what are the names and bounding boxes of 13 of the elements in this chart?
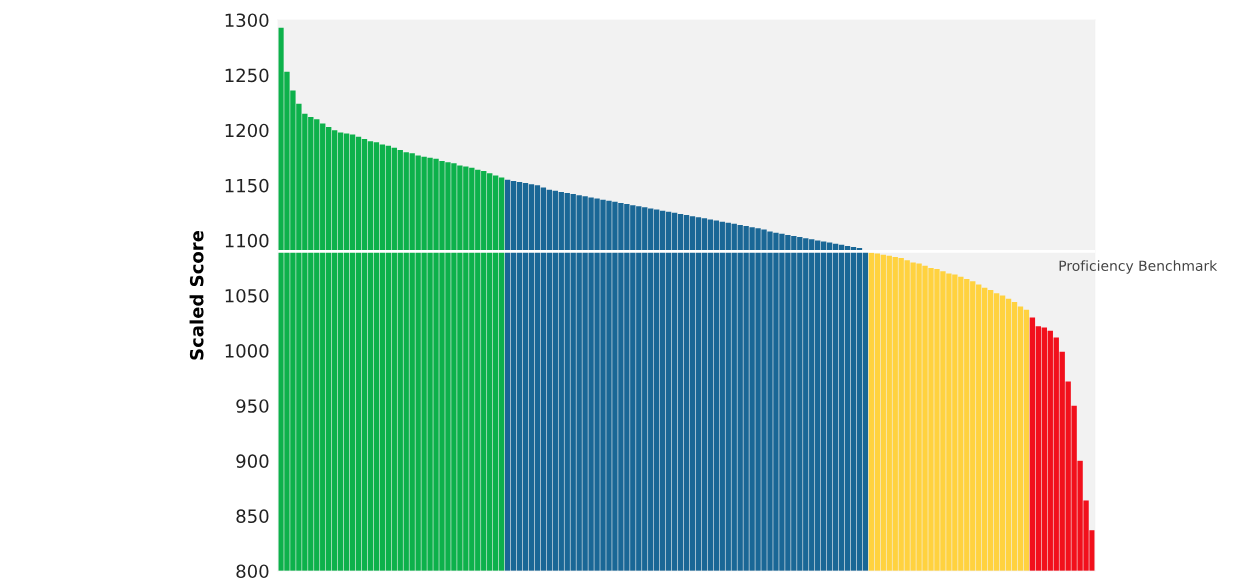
- y-tick-label: 1050: [225, 288, 269, 303]
- y-tick-label: 1100: [225, 233, 269, 248]
- y-tick-label: 1200: [225, 123, 269, 138]
- y-tick-label: 900: [236, 454, 269, 468]
- y-axis-title: Scaled Score: [189, 230, 204, 360]
- y-tick-label: 850: [236, 509, 269, 524]
- y-tick-label: 950: [236, 399, 269, 413]
- y-tick-label: 800: [236, 564, 269, 579]
- y-tick-label: 1000: [225, 344, 269, 358]
- y-tick-label: 1250: [225, 68, 269, 83]
- ref-line-label: Proficiency Benchmark: [1059, 260, 1218, 274]
- y-tick-label: 1300: [225, 13, 269, 28]
- y-tick-label: 1150: [225, 178, 269, 193]
